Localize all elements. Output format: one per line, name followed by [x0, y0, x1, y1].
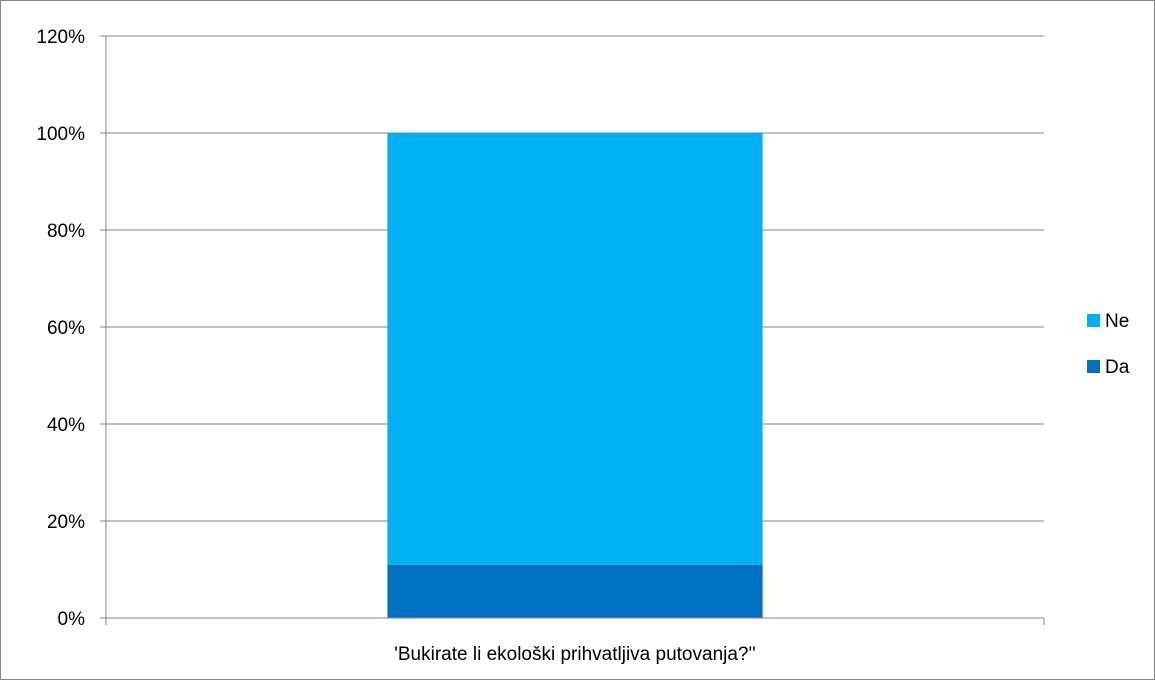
- y-tick-label: 120%: [36, 27, 85, 48]
- y-tick-label: 0%: [58, 609, 86, 630]
- legend: Ne Da: [1087, 311, 1130, 378]
- y-tick-label: 40%: [47, 415, 85, 436]
- bar-ne: [387, 133, 763, 565]
- y-tick-label: 20%: [47, 512, 85, 533]
- y-tick-labels: 0% 20% 40% 60% 80% 100% 120%: [36, 27, 85, 630]
- bars: [387, 133, 763, 618]
- legend-label-da: Da: [1105, 357, 1130, 378]
- legend-label-ne: Ne: [1105, 311, 1129, 332]
- legend-swatch-ne: [1087, 314, 1100, 327]
- y-tick-label: 80%: [47, 221, 85, 242]
- axes: [100, 35, 1045, 625]
- legend-swatch-da: [1087, 360, 1100, 373]
- x-tick-labels: 'Bukirate li ekološki prihvatljiva putov…: [394, 644, 756, 665]
- x-tick-label: 'Bukirate li ekološki prihvatljiva putov…: [394, 644, 756, 665]
- y-tick-label: 60%: [47, 318, 85, 339]
- y-tick-label: 100%: [36, 124, 85, 145]
- bar-da: [387, 564, 763, 618]
